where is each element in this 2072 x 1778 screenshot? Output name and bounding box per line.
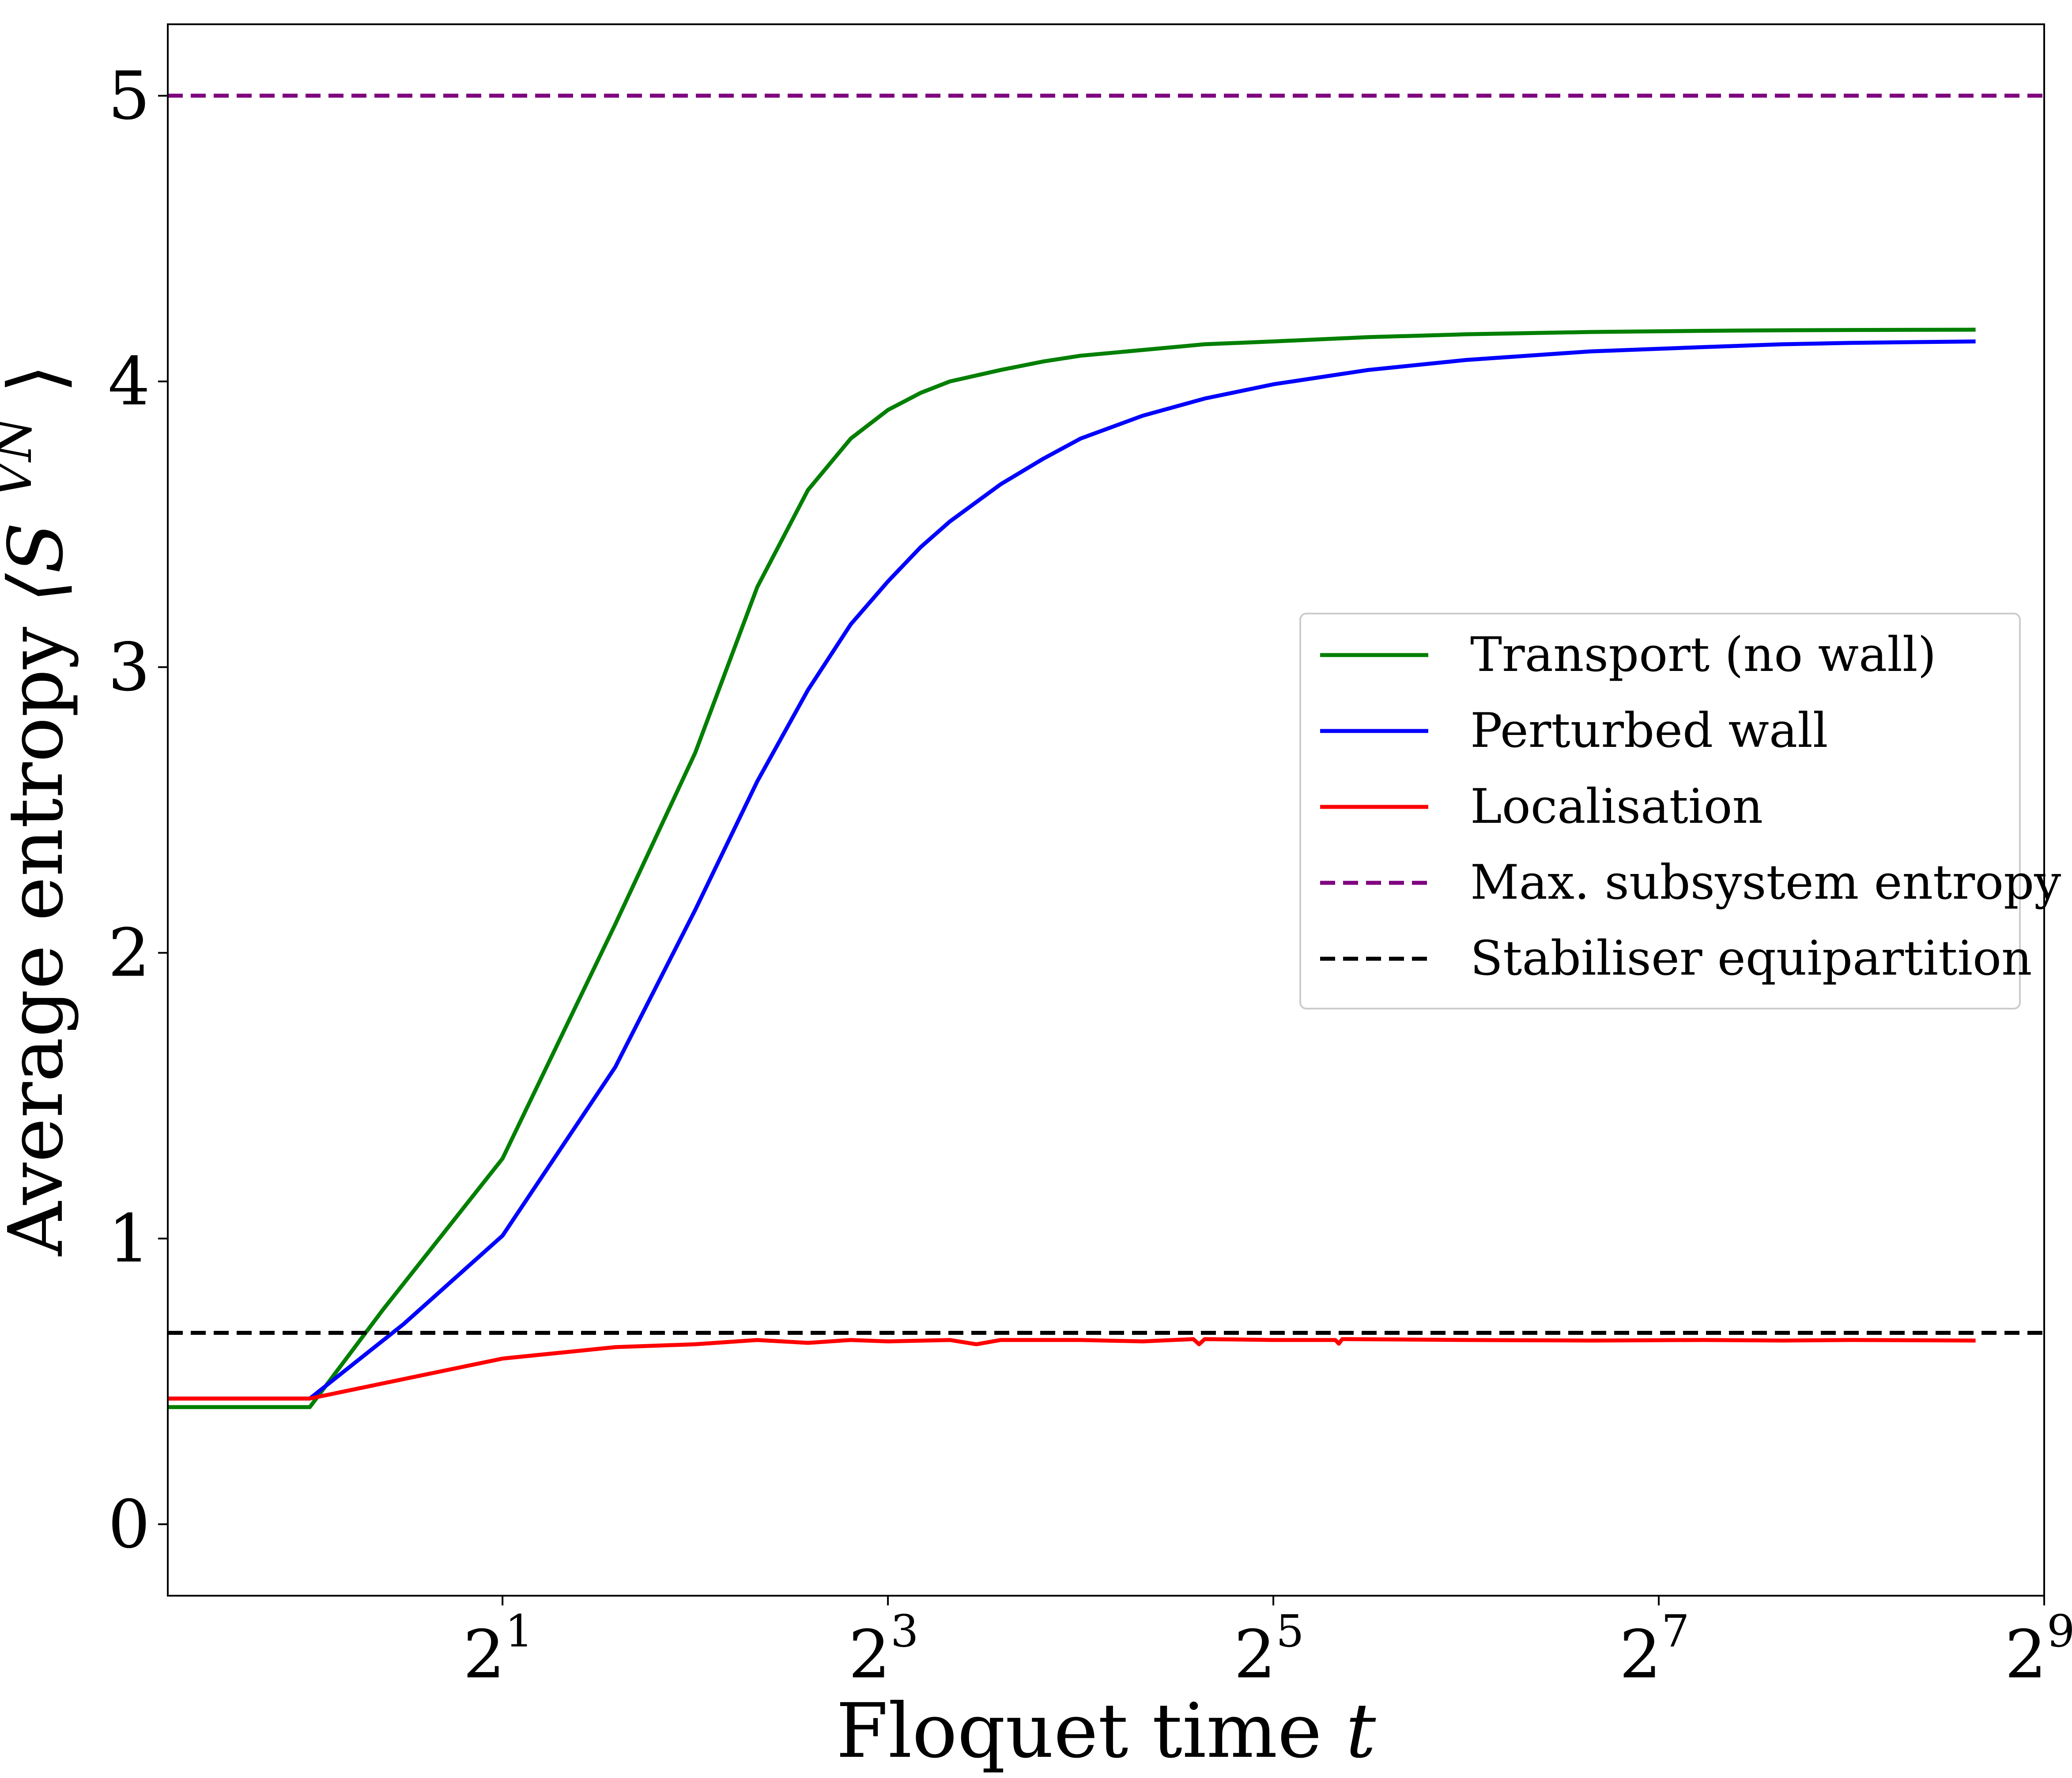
legend-label: Stabiliser equipartition — [1470, 931, 2032, 986]
plot-frame — [167, 23, 2045, 1597]
x-axis-label: Floquet time t — [836, 1688, 1376, 1775]
legend-label: Max. subsystem entropy — [1470, 855, 2061, 910]
y-tick-label: 2 — [108, 915, 150, 992]
x-tick-label: 25 — [1234, 1605, 1304, 1693]
legend-label: Transport (no wall) — [1470, 627, 1936, 682]
legend-label: Perturbed wall — [1470, 703, 1828, 758]
y-tick-label: 0 — [108, 1486, 150, 1563]
series-line-perturbed-wall — [168, 339, 1976, 1401]
series-line-localisation — [168, 1337, 1976, 1401]
legend: Transport (no wall) Perturbed wall Localis… — [1299, 613, 2061, 1010]
x-axis: 21 23 25 27 29 — [463, 1596, 2072, 1693]
x-tick-label: 21 — [463, 1605, 533, 1693]
y-tick-label: 1 — [108, 1201, 150, 1277]
x-tick-label: 29 — [2004, 1605, 2072, 1693]
x-tick-label: 23 — [849, 1605, 919, 1693]
legend-label: Localisation — [1470, 779, 1763, 834]
y-axis: 0 1 2 3 4 5 — [108, 58, 168, 1563]
x-tick-label: 27 — [1619, 1605, 1690, 1693]
legend-box — [1299, 613, 2021, 1010]
y-axis-label: Average entropy ⟨S VN ⟩ — [0, 364, 80, 1256]
series-line-transport-no-wall — [168, 328, 1976, 1409]
y-tick-label: 3 — [108, 629, 150, 706]
y-tick-label: 4 — [108, 343, 150, 420]
series-layer — [168, 94, 2044, 1409]
y-tick-label: 5 — [108, 58, 150, 135]
